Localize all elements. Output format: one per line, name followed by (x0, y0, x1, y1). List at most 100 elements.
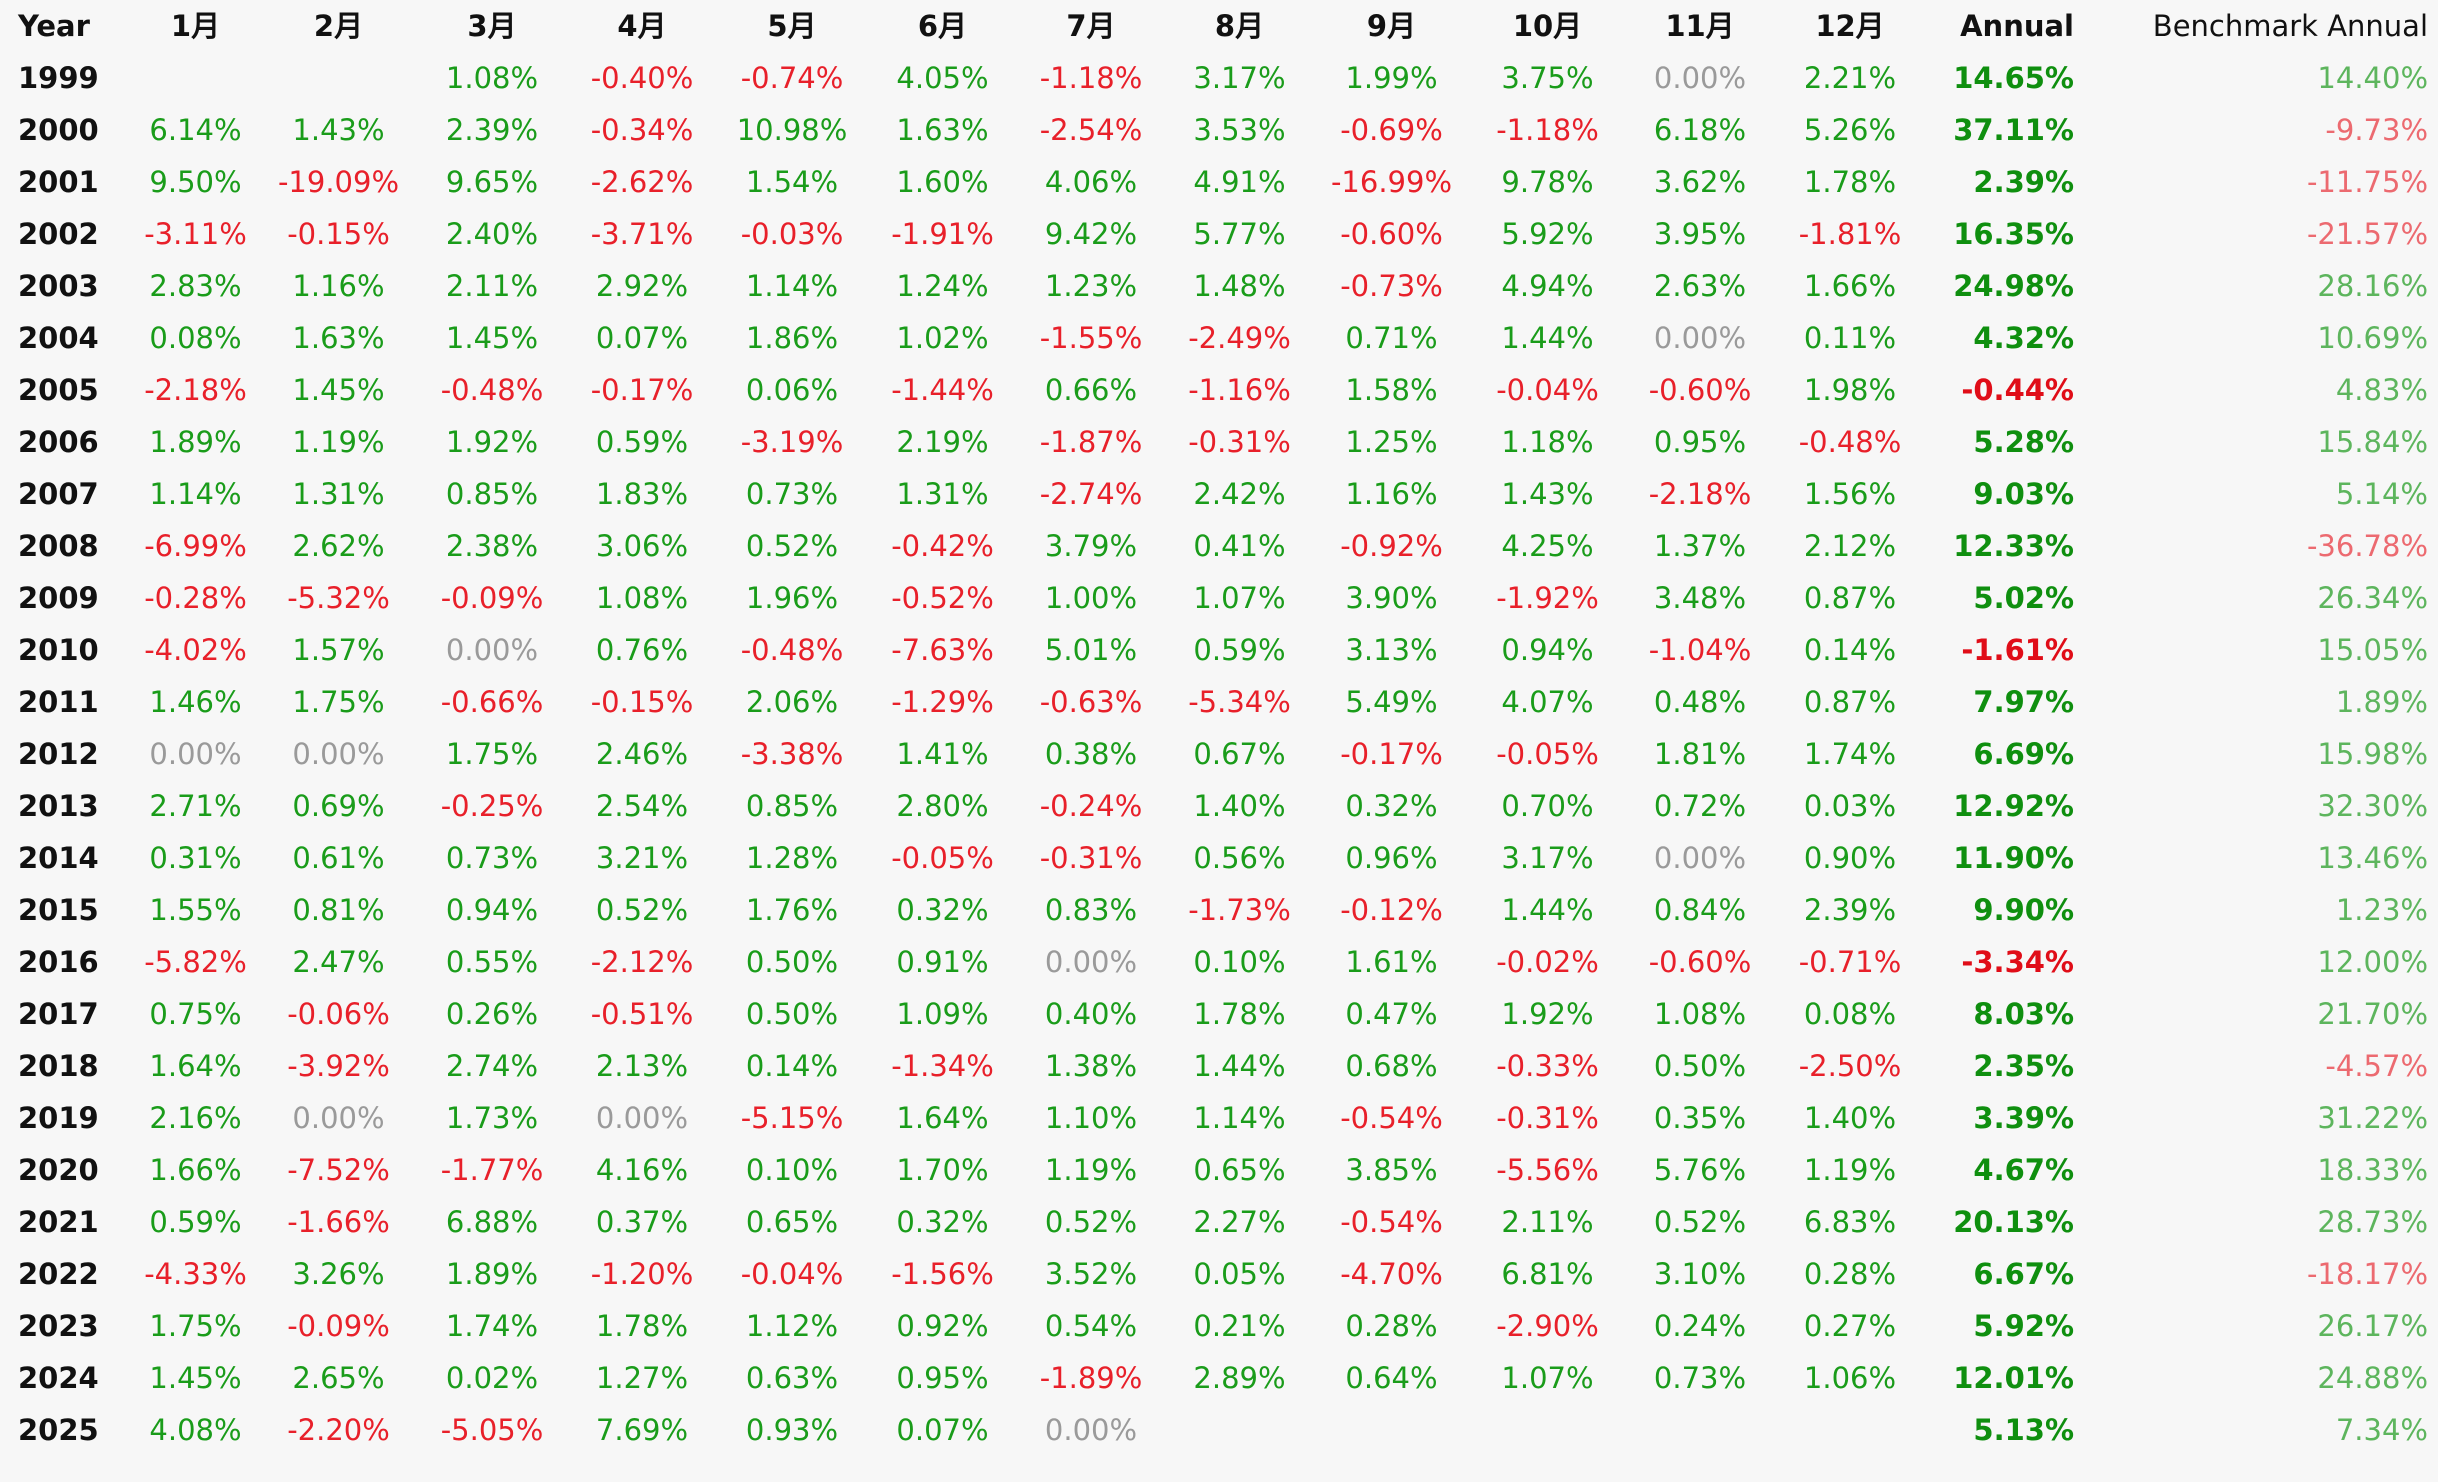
monthly-return-cell: 0.08% (1803, 997, 1897, 1031)
monthly-return-cell: 0.26% (445, 997, 539, 1031)
monthly-return-cell: 2.12% (1803, 529, 1897, 563)
monthly-return-cell: 1.06% (1803, 1361, 1897, 1395)
monthly-return-cell: -1.87% (1039, 425, 1143, 459)
annual-return-cell: 9.90% (1973, 893, 2074, 927)
table-row: 2012 0.00% 0.00% 1.75% 2.46% -3.38% 1.41% 0.38%… (0, 728, 2438, 780)
monthly-return-cell: -0.60% (1648, 373, 1752, 407)
table-row: 2005 -2.18% 1.45% -0.48% -0.17% 0.06% -1.44% 0.… (0, 364, 2438, 416)
month-column-header: 9月 (1366, 9, 1417, 43)
monthly-return-cell: 1.43% (292, 113, 385, 147)
year-cell: 2008 (18, 529, 99, 563)
annual-return-cell: 5.28% (1973, 425, 2074, 459)
benchmark-annual-cell: 24.88% (2317, 1361, 2428, 1395)
monthly-return-cell: -1.89% (1039, 1361, 1143, 1395)
annual-return-cell: 11.90% (1953, 841, 2074, 875)
monthly-return-cell: 4.05% (896, 61, 989, 95)
monthly-return-cell: 1.56% (1803, 477, 1897, 511)
monthly-return-cell: 2.11% (1501, 1205, 1594, 1239)
monthly-return-cell: 5.92% (1501, 217, 1594, 251)
annual-return-cell: 5.02% (1973, 581, 2074, 615)
monthly-return-cell: 0.48% (1653, 685, 1747, 719)
monthly-return-cell: 0.21% (1193, 1309, 1286, 1343)
monthly-return-cell: 1.14% (1193, 1101, 1286, 1135)
monthly-return-cell: 0.28% (1345, 1309, 1438, 1343)
monthly-return-cell: -0.24% (1039, 789, 1143, 823)
annual-return-cell: -1.61% (1961, 633, 2074, 667)
monthly-return-cell: 0.00% (1653, 841, 1747, 875)
monthly-return-cell: 1.70% (896, 1153, 989, 1187)
monthly-return-cell: 0.50% (745, 997, 839, 1031)
monthly-return-cell: -0.17% (1340, 737, 1443, 771)
monthly-return-cell: 6.88% (445, 1205, 539, 1239)
monthly-return-cell: 2.74% (445, 1049, 539, 1083)
monthly-return-cell: 3.85% (1345, 1153, 1438, 1187)
table-row: 2000 6.14% 1.43% 2.39% -0.34% 10.98% 1.63% -2.5… (0, 104, 2438, 156)
annual-return-cell: 12.01% (1953, 1361, 2074, 1395)
monthly-return-cell: 1.18% (1501, 425, 1594, 459)
monthly-return-cell: 1.74% (1803, 737, 1897, 771)
monthly-return-cell: 0.65% (745, 1205, 839, 1239)
monthly-return-cell: 1.43% (1501, 477, 1594, 511)
monthly-return-cell: 1.64% (896, 1101, 989, 1135)
monthly-return-cell: 0.11% (1803, 321, 1897, 355)
monthly-return-cell: -3.71% (590, 217, 694, 251)
monthly-return-cell: 1.07% (1501, 1361, 1594, 1395)
year-cell: 2017 (18, 997, 99, 1031)
annual-return-cell: 6.67% (1973, 1257, 2074, 1291)
month-column-header: 12月 (1815, 9, 1885, 43)
month-column-header: 5月 (767, 9, 817, 43)
monthly-return-cell: 1.08% (1653, 997, 1747, 1031)
monthly-return-cell: 1.75% (292, 685, 385, 719)
monthly-return-cell: -19.09% (277, 165, 400, 199)
monthly-return-cell: 1.63% (292, 321, 385, 355)
monthly-return-cell: 2.21% (1803, 61, 1897, 95)
monthly-return-cell: 1.44% (1501, 321, 1594, 355)
monthly-return-cell (1314, 1404, 1469, 1456)
monthly-return-cell: 0.72% (1653, 789, 1747, 823)
monthly-return-cell: 4.94% (1501, 269, 1594, 303)
monthly-return-cell: -2.90% (1496, 1309, 1599, 1343)
monthly-return-cell: 5.26% (1803, 113, 1897, 147)
monthly-return-cell: 1.55% (149, 893, 242, 927)
monthly-return-cell: -2.74% (1039, 477, 1143, 511)
monthly-return-cell: 1.64% (149, 1049, 242, 1083)
benchmark-annual-cell: 21.70% (2317, 997, 2428, 1031)
table-row: 2016 -5.82% 2.47% 0.55% -2.12% 0.50% 0.91% 0.00… (0, 936, 2438, 988)
monthly-return-cell: 4.08% (149, 1413, 242, 1447)
monthly-return-cell: 1.10% (1044, 1101, 1138, 1135)
annual-return-cell: 20.13% (1953, 1205, 2074, 1239)
benchmark-annual-cell: 10.69% (2317, 321, 2428, 355)
monthly-return-cell: 1.78% (595, 1309, 689, 1343)
monthly-return-cell: -2.62% (590, 165, 694, 199)
annual-return-cell: 12.33% (1953, 529, 2074, 563)
monthly-return-cell: -2.50% (1798, 1049, 1902, 1083)
monthly-return-cell (1165, 1404, 1314, 1456)
monthly-return-cell: -0.69% (1340, 113, 1443, 147)
year-cell: 2012 (18, 737, 99, 771)
benchmark-annual-cell: -18.17% (2306, 1257, 2428, 1291)
annual-return-cell: 16.35% (1953, 217, 2074, 251)
monthly-return-cell: 1.45% (149, 1361, 242, 1395)
monthly-return-cell: -1.04% (1648, 633, 1752, 667)
monthly-return-cell: 1.96% (745, 581, 839, 615)
monthly-return-cell: 1.45% (292, 373, 385, 407)
monthly-return-cell: 0.10% (745, 1153, 839, 1187)
monthly-return-cell: 0.81% (292, 893, 385, 927)
monthly-return-cell: -0.54% (1340, 1101, 1443, 1135)
benchmark-annual-cell: 15.05% (2317, 633, 2428, 667)
monthly-return-cell: -0.25% (440, 789, 544, 823)
table-body: 1999 1.08% -0.40% -0.74% 4.05% -1.18% 3.17% 1.9… (0, 52, 2438, 1456)
monthly-return-cell: -0.09% (287, 1309, 390, 1343)
monthly-return-cell: 4.06% (1044, 165, 1138, 199)
monthly-return-cell: 0.67% (1193, 737, 1286, 771)
year-cell: 2024 (18, 1361, 99, 1395)
monthly-return-cell: 0.00% (445, 633, 539, 667)
table-row: 2009 -0.28% -5.32% -0.09% 1.08% 1.96% -0.52% 1.… (0, 572, 2438, 624)
monthly-return-cell (1626, 1404, 1774, 1456)
monthly-return-cell: -0.60% (1340, 217, 1443, 251)
annual-return-cell: 2.35% (1973, 1049, 2074, 1083)
monthly-return-cell: 5.76% (1653, 1153, 1747, 1187)
monthly-return-cell: 9.78% (1501, 165, 1594, 199)
monthly-return-cell: -1.16% (1188, 373, 1291, 407)
monthly-return-cell: -2.49% (1188, 321, 1291, 355)
